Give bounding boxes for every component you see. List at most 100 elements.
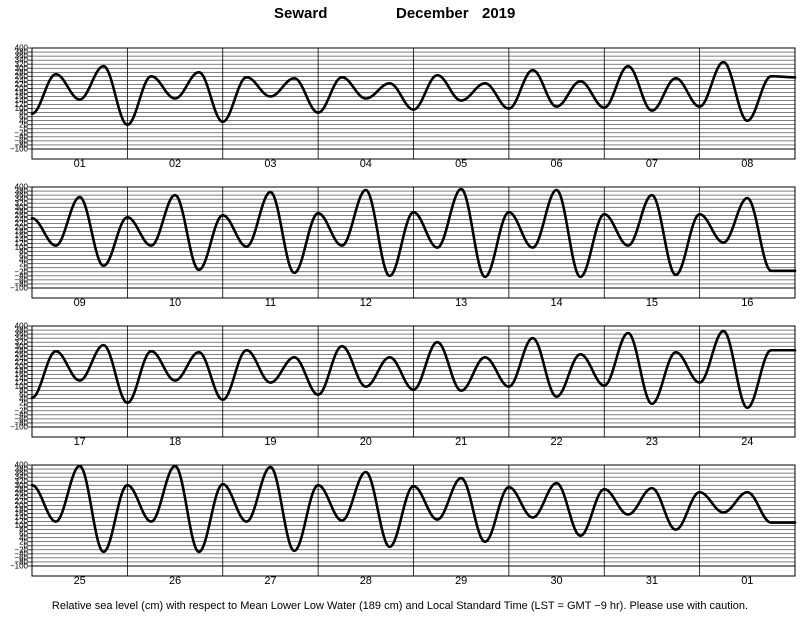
y-tick-label: 240	[15, 354, 29, 363]
day-label: 12	[360, 297, 372, 309]
y-tick-label: −60	[14, 415, 28, 424]
y-tick-label: 260	[15, 211, 29, 220]
station-title: Seward	[274, 5, 328, 22]
day-label: 25	[74, 575, 86, 587]
y-tick-label: 200	[15, 362, 29, 371]
y-tick-label: 120	[15, 100, 29, 109]
y-tick-label: 320	[15, 338, 29, 347]
day-label: 27	[264, 575, 276, 587]
y-tick-label: −80	[14, 558, 28, 567]
day-label: 29	[455, 575, 467, 587]
y-tick-label: 80	[19, 386, 28, 395]
day-label: 18	[169, 436, 181, 448]
day-label: 24	[741, 436, 753, 448]
y-tick-label: −100	[10, 423, 29, 432]
day-label: 05	[455, 158, 467, 170]
panel-frame	[31, 186, 796, 299]
day-label: 08	[741, 158, 753, 170]
y-tick-label: −40	[14, 132, 28, 141]
y-tick-label: 0	[24, 541, 29, 550]
y-tick-label: 340	[15, 473, 29, 482]
y-tick-label: 80	[19, 525, 28, 534]
y-tick-label: 340	[15, 334, 29, 343]
y-tick-label: 120	[15, 517, 29, 526]
y-tick-label: 40	[19, 116, 28, 125]
y-tick-label: 380	[15, 48, 29, 57]
y-tick-label: 260	[15, 350, 29, 359]
footnote: Relative sea level (cm) with respect to …	[51, 600, 749, 612]
y-tick-label: 220	[15, 80, 29, 89]
y-tick-label: 60	[19, 390, 28, 399]
day-label: 23	[646, 436, 658, 448]
y-tick-label: 320	[15, 199, 29, 208]
y-tick-label: 300	[15, 203, 29, 212]
y-tick-label: 380	[15, 187, 29, 196]
y-tick-label: 240	[15, 76, 29, 85]
day-label: 30	[550, 575, 562, 587]
panel-frame	[31, 47, 796, 160]
tide-line	[30, 187, 797, 279]
y-tick-label: 220	[15, 497, 29, 506]
tide-line	[30, 329, 797, 410]
y-tick-label: 120	[15, 239, 29, 248]
y-tick-label: −20	[14, 545, 28, 554]
y-tick-label: 140	[15, 235, 29, 244]
day-label: 26	[169, 575, 181, 587]
y-tick-label: 360	[15, 52, 29, 61]
y-tick-label: 60	[19, 112, 28, 121]
tide-line	[30, 60, 797, 127]
day-label: 28	[360, 575, 372, 587]
y-tick-label: 360	[15, 191, 29, 200]
day-label: 07	[646, 158, 658, 170]
y-tick-label: 200	[15, 223, 29, 232]
y-tick-label: 20	[19, 259, 28, 268]
y-tick-label: 140	[15, 96, 29, 105]
y-tick-label: 0	[24, 263, 29, 272]
day-label: 17	[74, 436, 86, 448]
day-label: 15	[646, 297, 658, 309]
y-tick-label: −100	[10, 284, 29, 293]
y-tick-label: 280	[15, 207, 29, 216]
y-tick-label: 400	[15, 44, 29, 53]
y-tick-label: −20	[14, 267, 28, 276]
y-tick-label: 220	[15, 358, 29, 367]
y-tick-label: 100	[15, 382, 29, 391]
y-tick-label: 160	[15, 509, 29, 518]
y-tick-label: 400	[15, 461, 29, 470]
y-tick-label: 40	[19, 394, 28, 403]
day-label: 01	[741, 575, 753, 587]
y-tick-label: 280	[15, 68, 29, 77]
month-title: December	[396, 5, 469, 22]
day-label: 04	[360, 158, 372, 170]
day-label: 11	[265, 297, 276, 309]
y-tick-label: 240	[15, 215, 29, 224]
y-tick-label: 20	[19, 120, 28, 129]
y-tick-label: 380	[15, 326, 29, 335]
y-tick-label: 180	[15, 505, 29, 514]
y-tick-label: 300	[15, 64, 29, 73]
y-tick-label: 340	[15, 56, 29, 65]
y-tick-label: −80	[14, 280, 28, 289]
y-tick-label: 20	[19, 398, 28, 407]
y-tick-label: 280	[15, 485, 29, 494]
y-tick-label: −40	[14, 549, 28, 558]
y-tick-label: 260	[15, 72, 29, 81]
y-tick-label: 100	[15, 104, 29, 113]
y-tick-label: 60	[19, 251, 28, 260]
y-tick-label: −20	[14, 406, 28, 415]
panel-frame	[31, 464, 796, 577]
y-tick-label: 140	[15, 513, 29, 522]
day-label: 06	[550, 158, 562, 170]
y-tick-label: 180	[15, 227, 29, 236]
y-tick-label: −60	[14, 137, 28, 146]
y-tick-label: 0	[24, 124, 29, 133]
y-tick-label: −60	[14, 276, 28, 285]
tide-chart: −100−80−60−40−20020406080100120140160180…	[10, 44, 797, 587]
y-tick-label: −100	[10, 145, 29, 154]
y-tick-label: 400	[15, 183, 29, 192]
y-tick-label: 180	[15, 366, 29, 375]
y-tick-label: 100	[15, 521, 29, 530]
day-label: 20	[360, 436, 372, 448]
y-tick-label: 360	[15, 330, 29, 339]
y-tick-label: 140	[15, 374, 29, 383]
